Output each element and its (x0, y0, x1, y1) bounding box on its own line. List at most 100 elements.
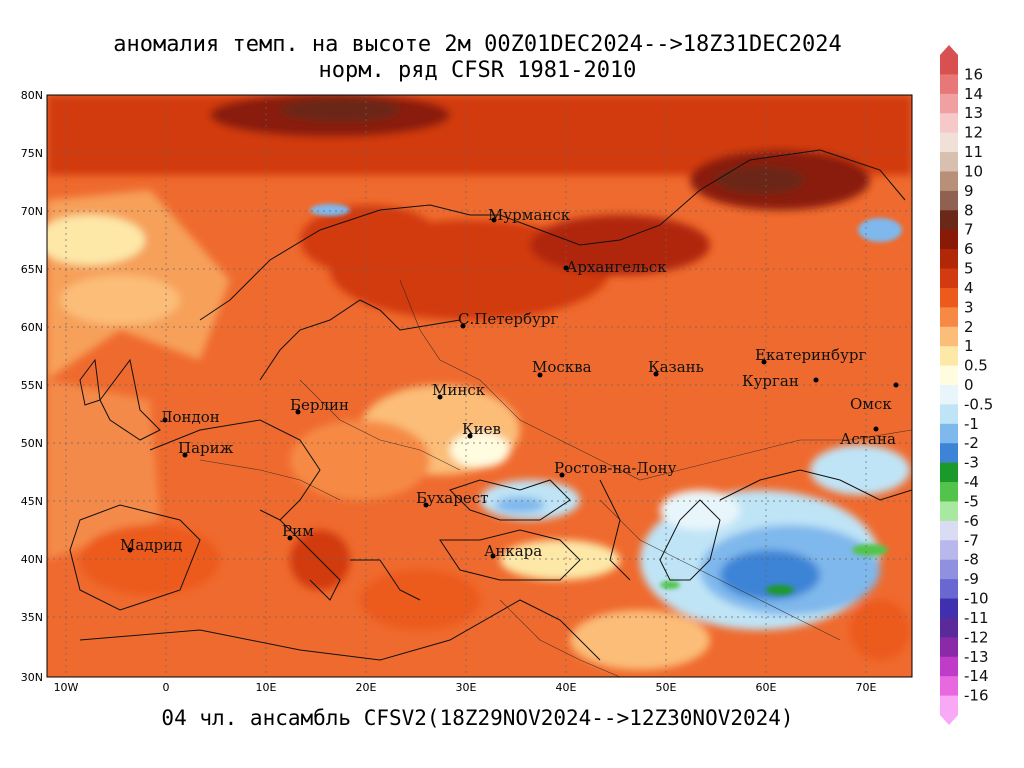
colorbar-swatch (940, 93, 958, 114)
city-label: Париж (178, 439, 234, 457)
city-label: Мурманск (488, 206, 571, 224)
map-frame (46, 94, 913, 678)
colorbar-swatch (940, 540, 958, 561)
colorbar-swatch (940, 307, 958, 328)
map-subtitle: норм. ряд CFSR 1981-2010 (318, 58, 637, 83)
city-dot (467, 433, 473, 439)
lat-label: 35N (21, 611, 43, 624)
colorbar-label: 1 (964, 337, 974, 355)
colorbar-label: -14 (964, 667, 989, 685)
colorbar-swatch (940, 190, 958, 211)
colorbar-label: 4 (964, 279, 974, 297)
city-dot (423, 502, 429, 508)
colorbar-swatch (940, 617, 958, 638)
city-dot (563, 265, 569, 271)
city-dot (559, 472, 565, 478)
colorbar-swatch (940, 287, 958, 308)
colorbar-label: -16 (964, 687, 989, 705)
colorbar-swatch (940, 55, 958, 75)
colorbar-label: 13 (964, 104, 983, 122)
lon-label: 10E (256, 681, 277, 694)
city-dot (813, 377, 819, 383)
city-dot (162, 417, 168, 423)
lat-label: 80N (21, 89, 43, 102)
colorbar-label: -0.5 (964, 395, 993, 413)
colorbar-max-arrow (940, 45, 958, 55)
city-label: Архангельск (566, 258, 667, 276)
colorbar-swatch (940, 210, 958, 231)
colorbar-min-arrow (940, 715, 958, 725)
colorbar-label: 6 (964, 240, 974, 258)
colorbar-label: 8 (964, 201, 974, 219)
colorbar-label: -11 (964, 609, 989, 627)
city-dot (437, 394, 443, 400)
city-dot (491, 217, 497, 223)
colorbar-swatch (940, 520, 958, 541)
colorbar-label: -1 (964, 415, 979, 433)
city-label: Киев (462, 420, 501, 438)
lat-label: 30N (21, 671, 43, 684)
lat-label: 45N (21, 495, 43, 508)
colorbar-label: 5 (964, 260, 974, 278)
lon-label: 70E (856, 681, 877, 694)
city-label: Мадрид (120, 536, 182, 554)
lat-axis: 80N 75N 70N 65N 60N 55N 50N 45N 40N 35N … (21, 89, 43, 684)
city-label: Лондон (160, 408, 220, 426)
graticule (47, 95, 912, 677)
colorbar-label: 11 (964, 143, 983, 161)
colorbar-label: 10 (964, 162, 983, 180)
colorbar-swatch (940, 579, 958, 600)
city-label: Курган (742, 372, 799, 390)
colorbar-swatch (940, 695, 958, 716)
colorbar-label: -2 (964, 434, 979, 452)
colorbar-label: -10 (964, 590, 989, 608)
colorbar-label: 12 (964, 124, 983, 142)
lat-label: 55N (21, 379, 43, 392)
lat-label: 65N (21, 263, 43, 276)
colorbar-swatch (940, 676, 958, 697)
city-label: Казань (648, 358, 704, 376)
colorbar-label: 7 (964, 221, 974, 239)
borders (199, 279, 912, 677)
map-title: аномалия темп. на высоте 2м 00Z01DEC2024… (113, 32, 842, 57)
colorbar-swatch (940, 249, 958, 270)
city-dot (460, 323, 466, 329)
colorbar-swatch (940, 326, 958, 347)
colorbar-swatch (940, 346, 958, 367)
colorbar-label: 2 (964, 318, 974, 336)
colorbar-label: -6 (964, 512, 979, 530)
colorbar-label: -5 (964, 492, 979, 510)
lat-label: 70N (21, 205, 43, 218)
coastlines (69, 149, 912, 661)
colorbar-swatch (940, 365, 958, 386)
city-label: Ростов-на-Дону (554, 459, 677, 477)
lat-label: 75N (21, 147, 43, 160)
city-label: Берлин (290, 396, 349, 414)
city-dot (893, 382, 899, 388)
colorbar-label: -7 (964, 531, 979, 549)
colorbar-label: -9 (964, 570, 979, 588)
colorbar-label: 14 (964, 85, 983, 103)
colorbar-label: 0 (964, 376, 974, 394)
city-label: Астана (840, 430, 896, 448)
colorbar-swatch (940, 404, 958, 425)
colorbar-swatch (940, 132, 958, 153)
city-dot (653, 371, 659, 377)
colorbar-swatch (940, 152, 958, 172)
colorbar-label: 9 (964, 182, 974, 200)
city-dot (287, 535, 293, 541)
colorbar-label: 16 (964, 65, 983, 83)
city-markers: Мурманск Архангельск С.Петербург Москва … (120, 206, 899, 560)
lon-label: 60E (756, 681, 777, 694)
city-label: Минск (432, 381, 486, 399)
lat-label: 60N (21, 321, 43, 334)
colorbar-swatch (940, 171, 958, 192)
colorbar-swatch (940, 559, 958, 580)
lon-label: 40E (556, 681, 577, 694)
colorbar-swatch (940, 443, 958, 464)
city-dot (761, 359, 767, 365)
colorbar-label: -8 (964, 551, 979, 569)
city-dot (127, 547, 133, 553)
